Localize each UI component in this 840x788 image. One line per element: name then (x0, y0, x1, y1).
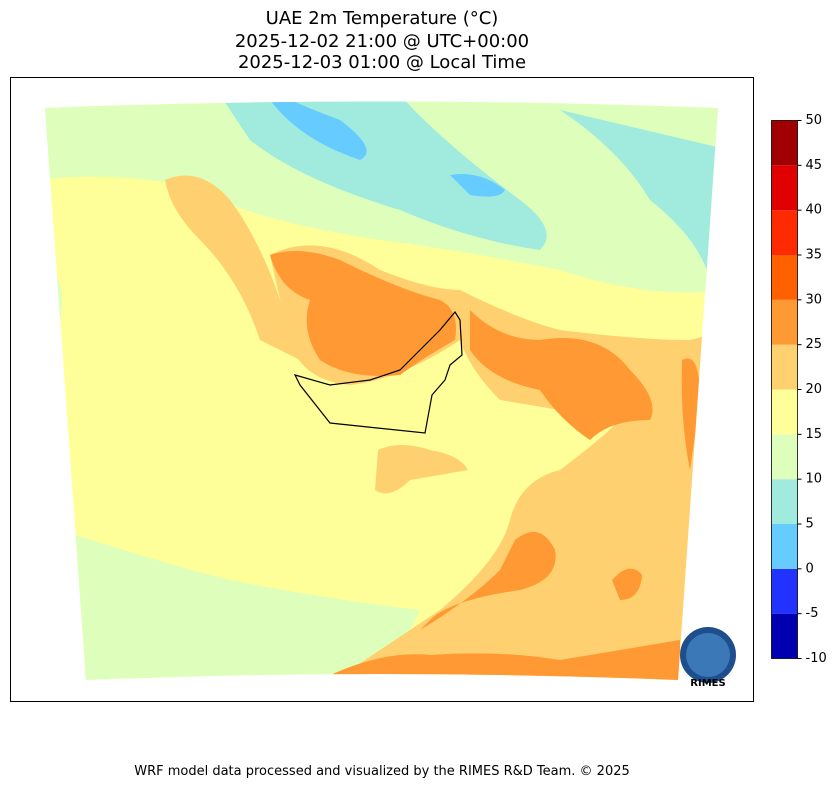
colorbar-tick-label: 50 (806, 113, 823, 128)
colorbar-tick-label: 45 (806, 158, 823, 173)
colorbar: -10 -5 0 5 10 15 20 25 30 35 40 45 50 (771, 113, 827, 666)
colorbar-segment (771, 210, 798, 255)
logo-text: RIMES (690, 678, 725, 689)
footer: WRF model data processed and visualized … (134, 764, 630, 779)
colorbar-tick-label: 10 (806, 472, 823, 487)
colorbar-segment (771, 479, 798, 524)
title-line: UAE 2m Temperature (°C) (266, 8, 499, 29)
colorbar-segment (771, 389, 798, 435)
colorbar-tick-label: 25 (806, 337, 823, 352)
colorbar-segment (771, 568, 798, 614)
colorbar-segment (771, 120, 798, 166)
logo: RIMES (680, 627, 736, 689)
colorbar-tick-label: 40 (806, 203, 823, 218)
colorbar-frame (771, 120, 798, 659)
colorbar-segment (771, 255, 798, 300)
colorbar-segment (771, 613, 798, 659)
colorbar-segment (771, 299, 798, 345)
colorbar-tick-label: 20 (806, 382, 823, 397)
colorbar-tick-label: 5 (806, 517, 814, 532)
colorbar-segment (771, 165, 798, 211)
colorbar-tick-label: 30 (806, 292, 823, 307)
colorbar-tick-label: -10 (806, 651, 827, 666)
temperature-map (45, 101, 718, 680)
colorbar-tick-label: 0 (806, 561, 814, 576)
colorbar-tick-label: 35 (806, 248, 823, 263)
colorbar-segment (771, 344, 798, 390)
title-line: 2025-12-02 21:00 @ UTC+00:00 (235, 31, 529, 52)
colorbar-segment (771, 524, 798, 569)
colorbar-tick-label: -5 (806, 606, 819, 621)
map-frame (10, 77, 754, 702)
colorbar-tick-label: 15 (806, 427, 823, 442)
title-line: 2025-12-03 01:00 @ Local Time (238, 52, 526, 73)
colorbar-segment (771, 434, 798, 480)
